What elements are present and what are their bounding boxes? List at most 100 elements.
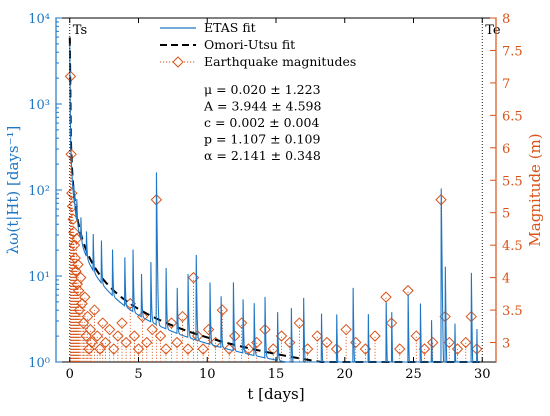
magnitude-marker-24 [91,330,103,342]
y-right-axis: 3 3.5 4 4.5 5 5.5 6 6.5 7 7.5 8 [490,12,523,362]
marker-label-0: Ts [73,23,87,38]
y-left-tick-label-2: 10² [28,184,50,199]
magnitude-marker-43 [171,336,183,349]
magnitude-marker-49 [202,323,215,336]
magnitude-marker-66 [340,323,352,336]
magnitude-marker-56 [251,336,263,349]
x-tick-label-1: 5 [134,367,142,382]
magnitude-marker-40 [154,330,167,342]
plot-frame [55,17,497,363]
magnitude-marker-35 [132,343,145,355]
magnitude-marker-80 [451,343,464,355]
magnitude-marker-34 [128,330,141,342]
magnitude-marker-74 [410,330,422,342]
y-left-tick-label-0: 10⁰ [28,356,50,371]
magnitude-marker-30 [112,330,124,342]
parameter-0: μ = 0.020 ± 1.223 [204,82,321,97]
magnitude-marker-42 [165,317,178,329]
x-tick-label-4: 20 [336,367,353,382]
magnitude-marker-19 [81,310,94,323]
magnitude-marker-21 [84,323,97,336]
magnitude-marker-32 [120,336,132,349]
x-axis-label: t [days] [247,385,304,403]
magnitude-series [64,70,483,362]
magnitude-marker-48 [197,343,209,355]
magnitude-marker-61 [293,317,306,329]
magnitude-marker-8 [70,265,82,277]
magnitude-marker-27 [99,336,112,349]
magnitude-marker-64 [321,336,333,349]
magnitude-marker-2 [66,187,78,199]
magnitude-marker-69 [369,330,381,342]
magnitude-marker-52 [223,343,235,355]
legend-entry-1: Omori-Utsu fit [204,37,295,52]
y-left-tick-label-1: 10¹ [28,270,50,285]
x-tick-label-2: 10 [199,367,216,382]
legend-entry-2: Earthquake magnitudes [204,54,356,69]
x-tick-label-6: 30 [474,367,491,382]
magnitude-marker-28 [103,323,116,336]
magnitude-marker-25 [94,343,106,355]
magnitude-marker-70 [380,291,392,303]
y-right-tick-label-7: 6.5 [502,109,523,124]
y-right-tick-label-0: 3 [502,337,510,352]
etas-curve [69,43,480,363]
y-left-tick-label-3: 10³ [28,98,50,113]
y-right-tick-label-5: 5.5 [502,174,523,189]
magnitude-marker-58 [267,343,279,355]
magnitude-marker-51 [216,304,229,316]
y-right-tick-label-2: 4 [502,272,510,287]
magnitude-marker-6 [68,239,81,251]
magnitude-marker-26 [97,317,109,329]
magnitude-marker-17 [79,291,91,303]
time-markers: Ts Te [69,18,501,362]
magnitude-marker-63 [311,330,323,342]
magnitude-marker-22 [86,336,98,349]
y-right-tick-label-4: 5 [502,207,510,222]
legend-entry-0: ETAS fit [204,20,256,35]
magnitude-marker-38 [146,323,158,336]
legend-swatch-marker [172,56,184,68]
magnitude-marker-14 [75,271,87,284]
y-right-tick-label-1: 3.5 [502,304,523,319]
x-tick-label-0: 0 [66,367,74,382]
x-axis: 0 5 10 15 20 25 30 [66,18,491,382]
magnitude-marker-5 [68,226,80,238]
magnitude-marker-45 [182,343,194,355]
y-right-axis-label: Magnitude (m) [526,133,544,246]
y-right-tick-label-3: 4.5 [502,239,523,254]
magnitude-marker-37 [141,336,153,349]
magnitude-marker-29 [108,343,120,355]
x-tick-label-5: 25 [405,367,422,382]
magnitude-marker-3 [66,200,79,212]
magnitude-marker-12 [72,284,85,297]
y-right-tick-label-8: 7 [502,77,510,92]
y-left-axis-label: λω(t|Ht) [days⁻¹] [4,126,22,255]
legend: ETAS fit Omori-Utsu fit Earthquake magnitu… [160,20,356,69]
parameter-4: α = 2.141 ± 0.348 [204,148,321,163]
magnitude-marker-41 [160,343,172,355]
magnitude-marker-54 [235,317,248,329]
magnitude-marker-44 [176,310,189,323]
plot-area [55,17,497,363]
y-right-tick-label-10: 8 [502,12,510,27]
etas-series [69,43,480,363]
magnitude-marker-7 [69,252,81,264]
y-left-axis: 10⁰ 10¹ 10² 10³ 10⁴ [28,12,62,371]
magnitude-marker-11 [72,258,84,271]
magnitude-marker-76 [427,336,439,349]
parameter-2: c = 0.002 ± 0.004 [204,115,319,130]
parameter-1: A = 3.944 ± 4.598 [203,99,321,114]
y-right-tick-label-6: 6 [502,142,510,157]
y-left-tick-label-4: 10⁴ [28,12,50,27]
y-right-tick-label-9: 7.5 [502,44,523,59]
magnitude-marker-23 [88,304,101,316]
x-tick-label-3: 15 [268,367,285,382]
magnitude-marker-60 [284,336,296,349]
magnitude-marker-31 [116,317,128,329]
magnitude-marker-81 [460,336,472,349]
parameter-3: p = 1.107 ± 0.109 [204,132,320,147]
marker-label-1: Te [485,23,501,38]
